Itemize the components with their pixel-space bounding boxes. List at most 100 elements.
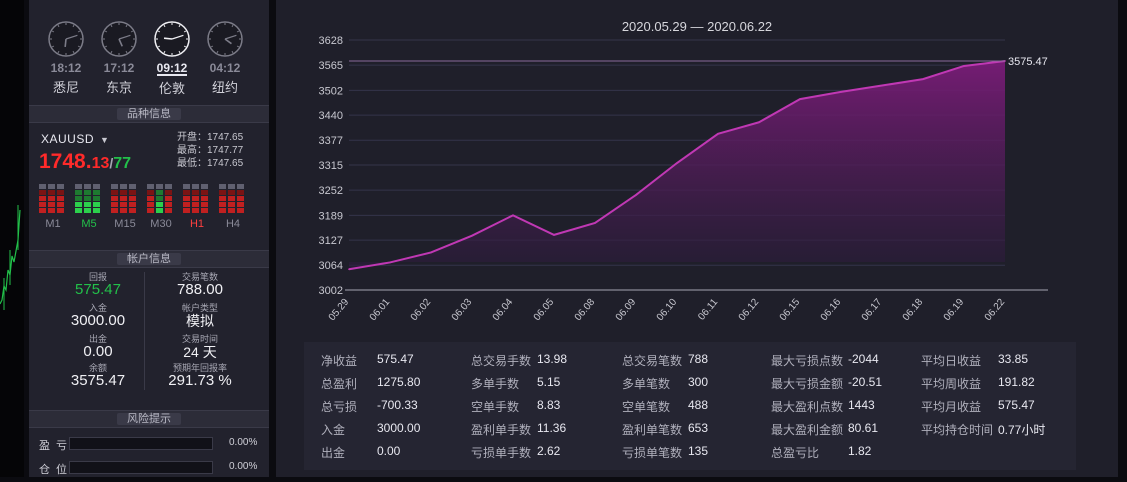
risk-section-header: 风险提示 bbox=[29, 410, 269, 428]
timeframe-label: M1 bbox=[45, 218, 61, 230]
data-point bbox=[430, 251, 432, 254]
clock-city: 伦敦 bbox=[158, 81, 185, 96]
stat-value: 300 bbox=[688, 375, 709, 389]
price-quote: 1748.13/77 bbox=[39, 150, 131, 174]
clock-london[interactable]: 09:12 伦敦 bbox=[150, 20, 194, 97]
risk-row-position: 仓位 0.00% bbox=[39, 461, 258, 476]
clock-time: 04:12 bbox=[209, 61, 241, 75]
timeframe-signal-bars: M1 M5 M15 M30 H1 H4 bbox=[39, 184, 261, 232]
clock-sydney[interactable]: 18:12 悉尼 bbox=[44, 20, 88, 96]
y-tick-label: 3565 bbox=[319, 60, 343, 72]
stat-label: 多单手数 bbox=[471, 377, 520, 391]
stat-label: 总交易手数 bbox=[471, 354, 532, 368]
bid-price-minor: 13 bbox=[91, 155, 110, 172]
stat-label: 最大盈利点数 bbox=[771, 400, 844, 414]
y-tick-label: 3315 bbox=[319, 160, 343, 172]
data-point bbox=[348, 268, 350, 271]
x-tick-label: 06.18 bbox=[901, 297, 926, 324]
x-tick-label: 06.01 bbox=[368, 297, 393, 324]
account-trades: 交易笔数 788.00 bbox=[177, 272, 223, 298]
account-return: 回报 575.47 bbox=[75, 272, 121, 298]
performance-panel: 2020.05.29 — 2020.06.22 3628 3565 3502 3440… bbox=[276, 0, 1118, 477]
stat-label: 盈利单笔数 bbox=[622, 423, 683, 437]
x-tick-label: 06.04 bbox=[491, 297, 516, 324]
stat-value: 0.77小时 bbox=[998, 423, 1046, 437]
open-high-low: 开盘：1747.65 最高：1747.77 最低：1747.65 bbox=[177, 131, 243, 170]
bid-price-major: 1748. bbox=[39, 150, 92, 173]
stat-value: 8.83 bbox=[537, 398, 561, 412]
stat-label: 最大亏损金额 bbox=[771, 377, 844, 391]
stat-label: 总交易笔数 bbox=[622, 354, 683, 368]
open-label: 开盘： bbox=[177, 132, 207, 143]
signal-meter-icon bbox=[147, 184, 175, 214]
dropdown-caret-icon: ▼ bbox=[100, 135, 110, 145]
data-point bbox=[758, 121, 760, 124]
price-separator: / bbox=[109, 155, 114, 171]
data-point bbox=[512, 214, 514, 217]
x-tick-label: 05.29 bbox=[327, 297, 352, 324]
timeframe-h1[interactable]: H1 bbox=[183, 184, 211, 230]
clock-face-icon bbox=[101, 21, 137, 57]
mini-price-chart bbox=[0, 205, 21, 310]
timeframe-m15[interactable]: M15 bbox=[111, 184, 139, 230]
y-tick-label: 3127 bbox=[319, 235, 343, 247]
x-tick-label: 06.16 bbox=[819, 297, 844, 324]
x-tick-label: 06.03 bbox=[450, 297, 475, 324]
account-withdraw: 出金 0.00 bbox=[83, 334, 113, 360]
x-tick-label: 06.05 bbox=[532, 297, 557, 324]
y-tick-label: 3002 bbox=[319, 285, 343, 297]
timeframe-label: M15 bbox=[114, 218, 136, 230]
timeframe-m30[interactable]: M30 bbox=[147, 184, 175, 230]
y-tick-label: 3377 bbox=[319, 135, 343, 147]
timeframe-h4[interactable]: H4 bbox=[219, 184, 247, 230]
stat-value: 2.62 bbox=[537, 444, 561, 458]
stat-value: 575.47 bbox=[998, 398, 1035, 412]
open-value: 1747.65 bbox=[207, 132, 244, 143]
account-deposit: 入金 3000.00 bbox=[70, 303, 126, 329]
stat-value: -2044 bbox=[848, 352, 879, 366]
y-tick-label: 3502 bbox=[319, 85, 343, 97]
stat-label: 平均月收益 bbox=[921, 400, 982, 414]
x-tick-label: 06.15 bbox=[778, 297, 803, 324]
clock-time: 17:12 bbox=[103, 61, 135, 75]
world-clocks: 18:12 悉尼 17:12 东京 09:12 伦敦 04:12 纽约 bbox=[44, 20, 256, 100]
clock-tokyo[interactable]: 17:12 东京 bbox=[97, 20, 141, 96]
timeframe-label: H1 bbox=[189, 218, 205, 230]
stat-value: 1.82 bbox=[848, 444, 872, 458]
clock-newyork[interactable]: 04:12 纽约 bbox=[203, 20, 247, 96]
account-section-header: 帐户信息 bbox=[29, 250, 269, 268]
risk-row-pnl: 盈亏 0.00% bbox=[39, 437, 258, 452]
stat-value: 13.98 bbox=[537, 352, 568, 366]
clock-face-icon bbox=[154, 21, 190, 57]
clock-city: 东京 bbox=[105, 80, 132, 95]
symbol-selector[interactable]: XAUUSD ▼ bbox=[41, 132, 109, 146]
timeframe-label: M5 bbox=[81, 218, 97, 230]
data-point bbox=[881, 84, 883, 87]
stat-value: -20.51 bbox=[848, 375, 883, 389]
symbol-label: XAUUSD bbox=[41, 132, 95, 146]
stat-value: 11.36 bbox=[537, 421, 567, 435]
data-point bbox=[799, 98, 801, 100]
stat-label: 多单笔数 bbox=[622, 377, 671, 391]
data-point bbox=[676, 162, 678, 164]
stat-value: 0.00 bbox=[377, 444, 401, 458]
data-point bbox=[594, 222, 596, 224]
background-chart-strip bbox=[0, 0, 24, 477]
stat-label: 亏损单笔数 bbox=[622, 446, 683, 460]
stat-value: 80.61 bbox=[848, 421, 879, 435]
timeframe-m5[interactable]: M5 bbox=[75, 184, 103, 230]
timeframe-label: M30 bbox=[150, 218, 172, 230]
stat-value: 653 bbox=[688, 421, 709, 435]
signal-meter-icon bbox=[219, 184, 247, 214]
instrument-section-header: 品种信息 bbox=[29, 105, 269, 123]
chart-title: 2020.05.29 — 2020.06.22 bbox=[621, 19, 773, 34]
y-tick-label: 3189 bbox=[319, 210, 343, 222]
stat-label: 空单笔数 bbox=[622, 400, 671, 414]
high-value: 1747.77 bbox=[207, 145, 244, 156]
stat-label: 入金 bbox=[321, 423, 346, 437]
x-tick-label: 06.08 bbox=[573, 297, 598, 324]
timeframe-m1[interactable]: M1 bbox=[39, 184, 67, 230]
stat-label: 平均日收益 bbox=[921, 354, 982, 368]
stat-label: 平均持仓时间 bbox=[921, 423, 994, 437]
data-point bbox=[389, 261, 391, 264]
